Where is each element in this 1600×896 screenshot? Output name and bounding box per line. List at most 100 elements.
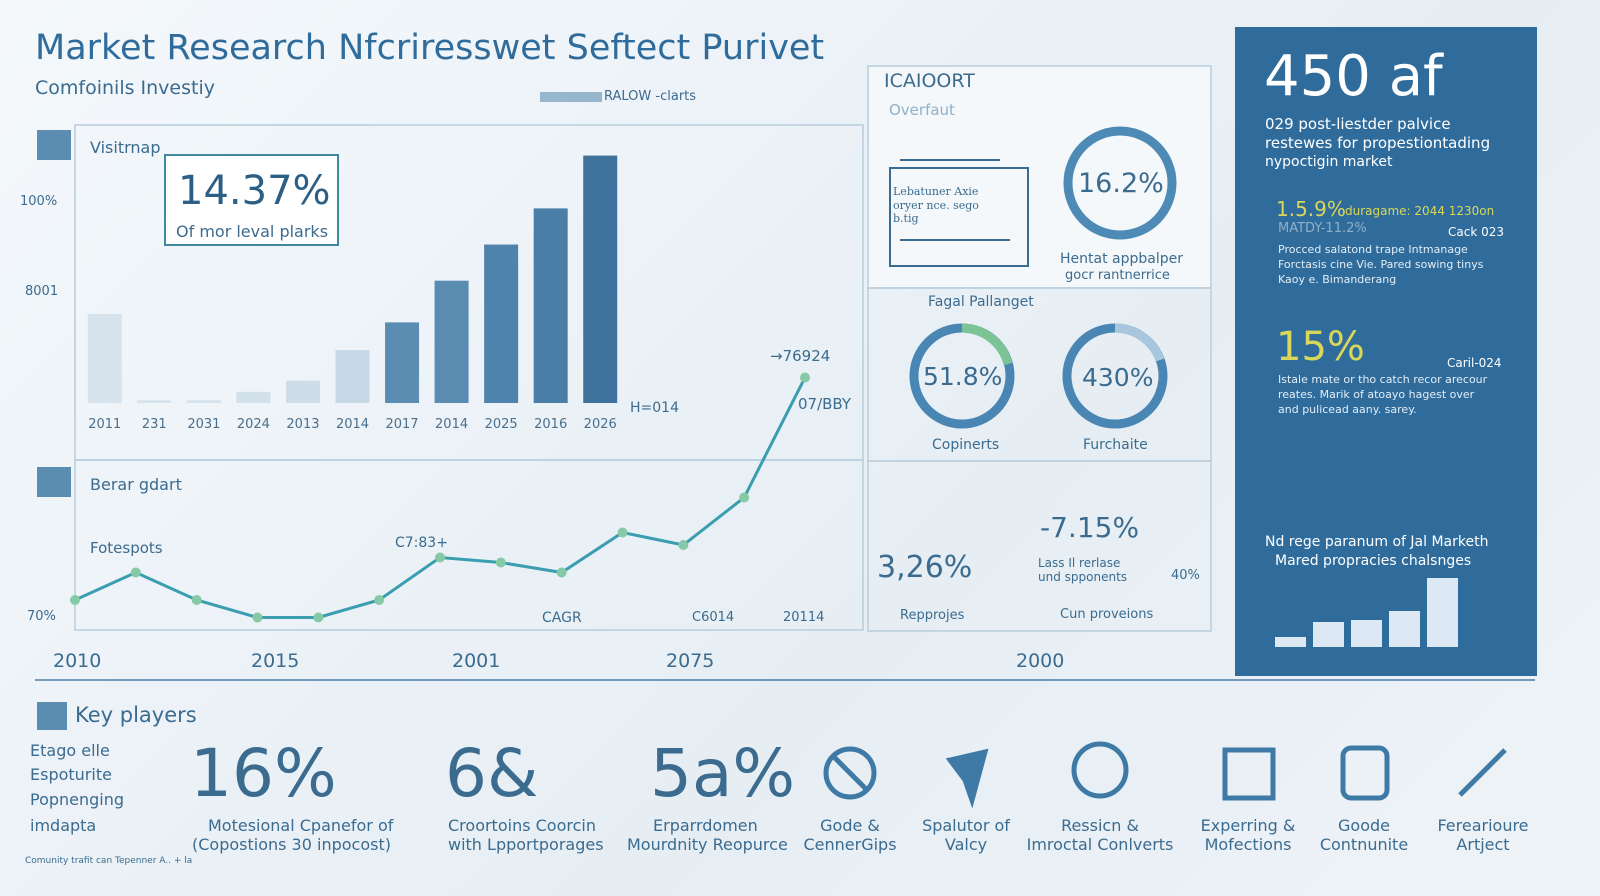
icon-label: Imroctal Conlverts: [1026, 835, 1174, 854]
annotation: C7:83+: [395, 535, 448, 551]
bar: [285, 380, 320, 403]
players-title: Key players: [75, 703, 197, 727]
panel-icon: [37, 130, 71, 160]
point: [556, 567, 567, 578]
x-tick-label: 2024: [237, 417, 270, 432]
stat-extra: 40%: [1171, 568, 1200, 583]
side-caption: Nd rege paranum of Jal Marketh: [1265, 534, 1489, 550]
callout-value: 14.37%: [178, 168, 331, 214]
side-text: Kaoy e. Bimanderang: [1278, 273, 1397, 286]
annotation: 07/BBY: [798, 395, 852, 413]
x-label: 2075: [666, 650, 715, 672]
side-text: and pulicead aany. sarey.: [1278, 403, 1417, 416]
side-stat: 15%: [1276, 324, 1365, 370]
x-label: 2015: [251, 650, 300, 672]
doc-icon: [889, 159, 1029, 267]
player-stat: 16%: [190, 735, 337, 812]
line: [74, 376, 807, 619]
icon-label: Goode: [1338, 816, 1390, 835]
x-tick-label: 2014: [336, 417, 369, 432]
side-panel: [1235, 27, 1537, 676]
icons: [823, 741, 1507, 809]
x-tick-label: 2026: [584, 417, 617, 432]
x-tick-label: 2025: [485, 417, 518, 432]
icon-label: Artject: [1456, 835, 1510, 854]
bar: [87, 314, 122, 403]
side-text: Istale mate or tho catch recor arecour: [1278, 373, 1488, 386]
stat-value: 3,26%: [877, 550, 973, 585]
bar: [484, 244, 519, 403]
player: imdapta: [30, 816, 97, 835]
bar: [137, 400, 172, 403]
icon-label: Spalutor of: [922, 816, 1010, 835]
doc-text: b.tig: [893, 212, 919, 225]
icon-label: Valcy: [944, 835, 988, 854]
point: [313, 612, 324, 623]
icon-label: Experring &: [1200, 816, 1296, 835]
point: [130, 567, 141, 578]
player-text: Croortoins Coorcin: [448, 816, 596, 835]
icon-label: Mofections: [1204, 835, 1292, 854]
panel-subtitle: Fotespots: [90, 539, 163, 557]
doc-text: oryer nce. sego: [893, 199, 979, 212]
callout-box: [164, 154, 339, 246]
x-tick-label: 2016: [534, 417, 567, 432]
bar: [236, 391, 271, 403]
bar: [1275, 637, 1306, 647]
donut-value: 51.8%: [923, 362, 1003, 391]
side-stat: 1.5.9%: [1276, 197, 1346, 221]
icon-label: Ressicn &: [1061, 816, 1139, 835]
side-sub: MATDY-11.2%: [1278, 221, 1367, 236]
stat-value: -7.15%: [1040, 511, 1140, 544]
player: Etago elle: [30, 741, 110, 760]
title: Market Research Nfcriresswet Seftect Pur…: [35, 28, 825, 68]
x-label: 2001: [452, 650, 501, 672]
bar: [583, 155, 618, 403]
point: [374, 595, 385, 605]
side-line: nypoctigin market: [1265, 154, 1393, 170]
x-tick-label: 2013: [286, 417, 319, 432]
player-stat: 6&: [445, 735, 539, 812]
donut-label: Copinerts: [932, 437, 1000, 453]
point: [678, 540, 689, 550]
point: [495, 557, 506, 568]
annotation: 20114: [783, 610, 825, 625]
axis-text: 100%: [20, 194, 58, 209]
legend: RALOW -clarts: [604, 89, 697, 104]
side-text: Procced salatond trape Intmanage: [1278, 243, 1468, 256]
bar: [1427, 578, 1458, 647]
axis-text: 8001: [25, 284, 59, 299]
panel-title: Visitrnap: [90, 138, 161, 157]
bar: [1313, 622, 1344, 647]
note: H=014: [630, 400, 679, 416]
legend-swatch: [540, 92, 602, 102]
bar: [335, 350, 370, 403]
x-tick-label: 2011: [88, 417, 121, 432]
bar: [1389, 611, 1420, 647]
donut-value: 16.2%: [1078, 168, 1164, 199]
donuts: [909, 126, 1177, 429]
side-line: 029 post-liestder palvice: [1265, 115, 1451, 133]
x-tick-label: 2014: [435, 417, 468, 432]
icon-label: Ferearioure: [1437, 816, 1529, 835]
x-tick-label: 2017: [385, 417, 418, 432]
axis-text: 70%: [27, 609, 56, 624]
donut-text: Hentat appbalper: [1060, 251, 1183, 267]
panel-frames: [35, 65, 1535, 681]
player-text: Erparrdomen: [653, 816, 758, 835]
point: [252, 612, 263, 623]
stat-text: Lass Il rerlase: [1038, 556, 1121, 570]
bar: [385, 322, 420, 403]
side-text: reates. Marik of atoayo hagest over: [1278, 388, 1475, 401]
x-tick-label: 2031: [187, 417, 220, 432]
point: [800, 372, 810, 383]
doc-text: Lebatuner Axie: [893, 185, 979, 198]
bar: [533, 208, 568, 403]
bar: [434, 280, 469, 403]
player-stat: 5a%: [650, 735, 796, 812]
x-label: 2010: [53, 650, 102, 672]
player: Espoturite: [30, 765, 112, 784]
side-text: Forctasis cine Vie. Pared sowing tinys: [1278, 258, 1484, 271]
